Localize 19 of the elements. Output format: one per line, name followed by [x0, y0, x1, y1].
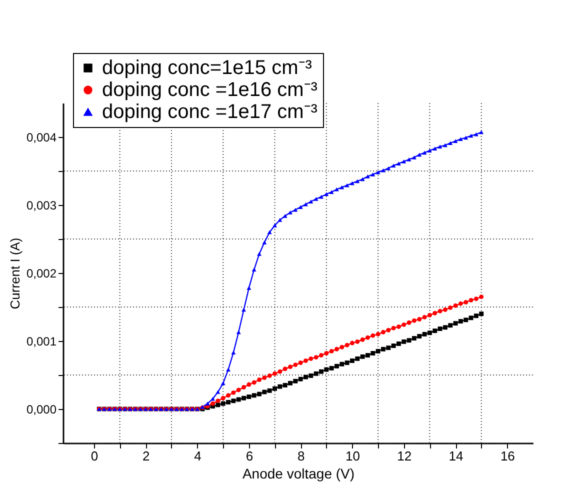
y-tick-label: 0,003	[26, 198, 57, 212]
x-axis-title: Anode voltage (V)	[242, 466, 355, 482]
x-tick-label: 0	[90, 448, 98, 464]
x-tick-label: 8	[297, 448, 305, 464]
y-tick-label: 0,002	[26, 266, 57, 280]
x-tick-label: 10	[345, 448, 360, 464]
legend-label: doping conc =1e16 cm⁻³	[102, 79, 318, 101]
x-tick-label: 6	[246, 448, 254, 464]
x-tick-label: 2	[142, 448, 150, 464]
x-tick-label: 16	[500, 448, 515, 464]
x-tick-label: 12	[397, 448, 412, 464]
y-tick-label: 0,004	[26, 130, 57, 144]
y-tick-label: 0,000	[26, 402, 57, 416]
y-tick-label: 0,001	[26, 334, 57, 348]
legend-label: doping conc =1e17 cm⁻³	[102, 101, 318, 123]
legend-label: doping conc=1e15 cm⁻³	[102, 57, 312, 79]
x-tick-label: 14	[448, 448, 464, 464]
x-tick-label: 4	[194, 448, 202, 464]
y-axis-title: Current I (A)	[7, 238, 22, 310]
